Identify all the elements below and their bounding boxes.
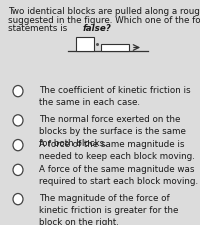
Bar: [76, 37, 94, 51]
Text: suggested in the figure. Which one of the following: suggested in the figure. Which one of th…: [8, 16, 200, 25]
Text: A force of the same magnitude was
required to start each block moving.: A force of the same magnitude was requir…: [39, 165, 198, 186]
Text: The normal force exerted on the
blocks by the surface is the same
for both block: The normal force exerted on the blocks b…: [39, 115, 186, 148]
Ellipse shape: [13, 115, 23, 126]
Ellipse shape: [13, 194, 23, 205]
Text: The magnitude of the force of
kinetic friction is greater for the
block on the r: The magnitude of the force of kinetic fr…: [39, 194, 178, 225]
Text: false?: false?: [83, 24, 112, 33]
Text: Two identical blocks are pulled along a rough surface as: Two identical blocks are pulled along a …: [8, 7, 200, 16]
Bar: [101, 44, 129, 51]
Text: statements is: statements is: [8, 24, 70, 33]
Text: A force of the same magnitude is
needed to keep each block moving.: A force of the same magnitude is needed …: [39, 140, 195, 161]
Ellipse shape: [13, 86, 23, 97]
Text: The coefficient of kinetic friction is
the same in each case.: The coefficient of kinetic friction is t…: [39, 86, 191, 107]
Ellipse shape: [13, 140, 23, 151]
Ellipse shape: [13, 164, 23, 176]
